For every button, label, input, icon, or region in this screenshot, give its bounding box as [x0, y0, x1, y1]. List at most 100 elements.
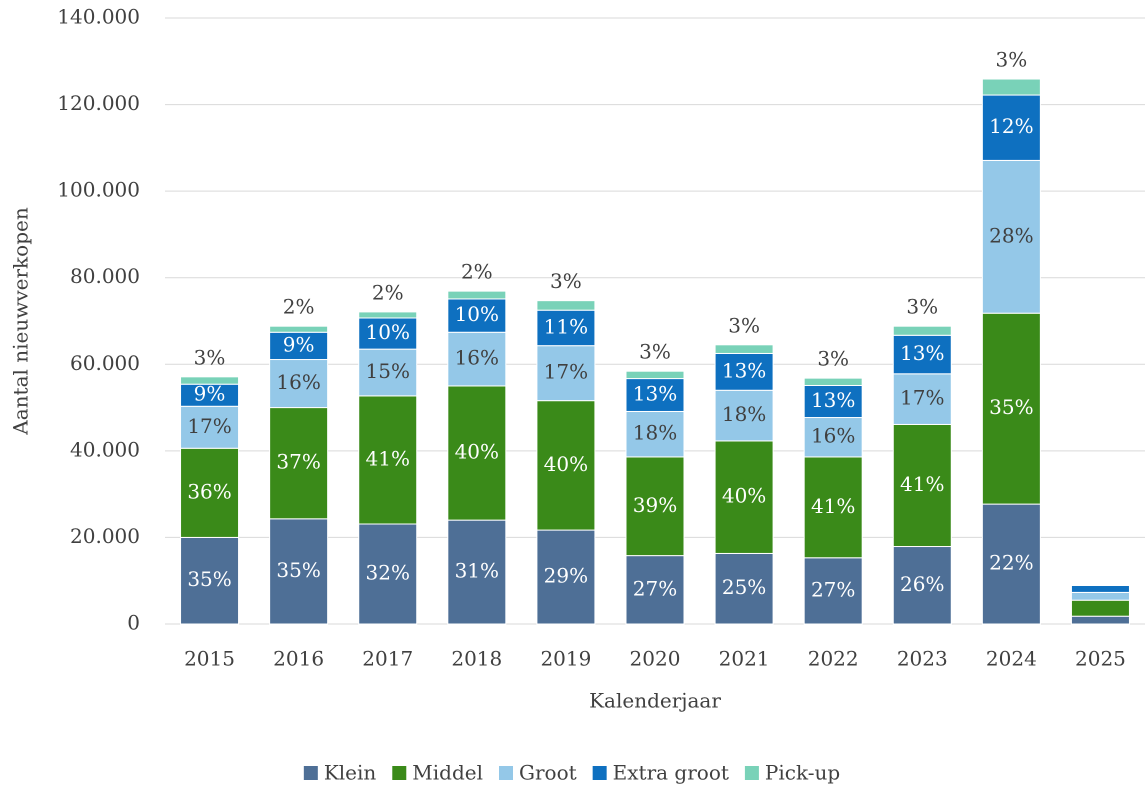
bar-segment [358, 395, 418, 525]
x-tick-label: 2021 [719, 647, 770, 671]
x-tick-label: 2019 [540, 647, 591, 671]
data-label: 37% [276, 450, 320, 474]
y-tick-label: 40.000 [70, 437, 140, 461]
bar-segment [714, 352, 774, 391]
x-tick-label: 2024 [986, 647, 1037, 671]
y-tick-label: 20.000 [70, 524, 140, 548]
data-label: 16% [811, 424, 855, 448]
y-tick-label: 120.000 [57, 91, 140, 115]
y-tick-label: 80.000 [70, 264, 140, 288]
data-label: 12% [989, 114, 1033, 138]
data-label: 13% [900, 341, 944, 365]
data-label: 3% [194, 345, 226, 369]
legend-swatch [592, 766, 607, 780]
bar-segment [1070, 599, 1130, 617]
bar-segment [269, 518, 329, 625]
bar-segment [625, 378, 685, 412]
y-tick-label: 0 [127, 611, 140, 635]
bar-segment [625, 555, 685, 625]
x-tick-label: 2018 [451, 647, 502, 671]
data-label: 9% [283, 332, 315, 356]
legend-label: Klein [324, 761, 377, 785]
bar-segment [892, 546, 952, 625]
data-label: 3% [995, 48, 1027, 72]
x-tick-label: 2020 [630, 647, 681, 671]
bar-segment [625, 370, 685, 380]
data-label: 18% [722, 402, 766, 426]
x-tick-label: 2015 [184, 647, 235, 671]
y-axis-label: Aantal nieuwverkopen [9, 207, 33, 436]
legend-label: Groot [519, 761, 577, 785]
data-label: 3% [906, 295, 938, 319]
data-label: 28% [989, 223, 1033, 247]
x-tick-label: 2017 [362, 647, 413, 671]
bar-segment [981, 159, 1041, 314]
data-label: 32% [366, 561, 410, 585]
data-label: 40% [455, 440, 499, 464]
bar-segment [981, 78, 1041, 96]
bar-segment [625, 410, 685, 458]
data-label: 29% [544, 564, 588, 588]
bar-segment [1070, 615, 1130, 625]
bar-segment [447, 385, 507, 521]
data-label: 9% [194, 382, 226, 406]
legend-label: Extra groot [613, 761, 729, 785]
data-label: 41% [811, 494, 855, 518]
x-tick-label: 2022 [808, 647, 859, 671]
bar-segment [714, 440, 774, 554]
bar-segment [714, 344, 774, 354]
data-label: 25% [722, 575, 766, 599]
bar-segment [269, 407, 329, 520]
data-label: 40% [722, 484, 766, 508]
bar-segment [358, 523, 418, 625]
data-label: 31% [455, 559, 499, 583]
data-label: 35% [989, 395, 1033, 419]
bar-segment [892, 373, 952, 425]
bar-segment [1070, 591, 1130, 601]
legend-swatch [499, 766, 513, 780]
x-tick-label: 2025 [1075, 647, 1126, 671]
data-label: 17% [900, 386, 944, 410]
data-label: 2% [283, 295, 315, 319]
bar-segment [803, 456, 863, 559]
bar-segment [981, 94, 1041, 161]
bar-segment [803, 557, 863, 625]
data-label: 16% [276, 370, 320, 394]
legend-swatch [392, 766, 407, 780]
legend-label: Pick-up [765, 761, 840, 785]
bar-segment [1070, 584, 1130, 586]
data-label: 27% [811, 577, 855, 601]
data-label: 13% [722, 358, 766, 382]
legend-label: Middel [412, 761, 483, 785]
x-axis-label: Kalenderjaar [589, 689, 721, 713]
data-label: 3% [639, 340, 671, 364]
bar-segment [447, 519, 507, 625]
x-tick-label: 2023 [897, 647, 948, 671]
data-label: 15% [366, 359, 410, 383]
data-label: 10% [455, 302, 499, 326]
data-label: 16% [455, 346, 499, 370]
data-label: 3% [728, 313, 760, 337]
data-label: 27% [633, 576, 677, 600]
legend-swatch [303, 766, 318, 780]
data-label: 41% [366, 446, 410, 470]
data-label: 18% [633, 421, 677, 445]
data-label: 2% [372, 280, 404, 304]
data-label: 35% [276, 558, 320, 582]
data-label: 10% [366, 320, 410, 344]
bar-segment [180, 447, 240, 538]
bar-segment [892, 325, 952, 336]
y-tick-label: 100.000 [57, 178, 140, 202]
bar-segment [892, 423, 952, 548]
bar-segment [803, 384, 863, 419]
bar-segment [625, 456, 685, 557]
data-label: 22% [989, 551, 1033, 575]
data-label: 3% [817, 347, 849, 371]
y-tick-label: 60.000 [70, 351, 140, 375]
data-label: 13% [633, 382, 677, 406]
bar-segment [892, 334, 952, 375]
bar-segment [180, 405, 240, 449]
data-label: 26% [900, 572, 944, 596]
bar-segment [1070, 584, 1130, 593]
data-label: 11% [544, 314, 588, 338]
